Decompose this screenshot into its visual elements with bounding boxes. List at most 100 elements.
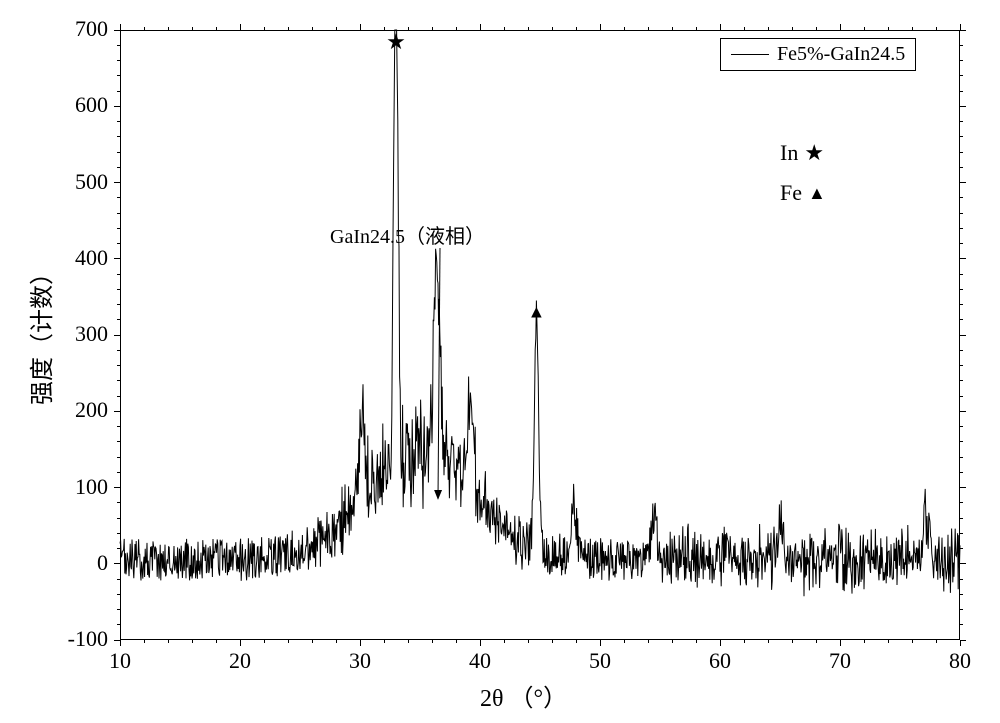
x-tick-label: 40 <box>455 648 505 674</box>
y-minor-tick <box>117 121 120 122</box>
x-tick-label: 60 <box>695 648 745 674</box>
y-minor-tick-right <box>960 380 963 381</box>
y-minor-tick-right <box>960 518 963 519</box>
y-minor-tick <box>117 243 120 244</box>
y-tick <box>114 182 120 183</box>
x-minor-tick-top <box>816 27 817 30</box>
y-minor-tick-right <box>960 274 963 275</box>
star-icon: ★ <box>804 142 824 164</box>
y-tick-right <box>960 106 966 107</box>
x-tick-label: 30 <box>335 648 385 674</box>
x-minor-tick-top <box>624 27 625 30</box>
liquid-phase-annotation: GaIn24.5（液相） <box>330 220 485 249</box>
x-minor-tick <box>864 640 865 643</box>
x-minor-tick <box>528 640 529 643</box>
y-minor-tick <box>117 45 120 46</box>
y-minor-tick-right <box>960 304 963 305</box>
x-minor-tick <box>624 640 625 643</box>
x-minor-tick <box>792 640 793 643</box>
x-tick-top <box>480 24 481 30</box>
y-minor-tick <box>117 75 120 76</box>
x-minor-tick-top <box>216 27 217 30</box>
svg-layer: ★▲ <box>0 0 1000 723</box>
x-minor-tick <box>672 640 673 643</box>
y-tick-right <box>960 335 966 336</box>
x-minor-tick <box>504 640 505 643</box>
symbol-label-in: In <box>780 140 798 166</box>
y-tick-label: 100 <box>50 474 108 500</box>
x-minor-tick <box>264 640 265 643</box>
y-minor-tick <box>117 167 120 168</box>
x-minor-tick <box>696 640 697 643</box>
triangle-icon: ▲ <box>808 184 826 202</box>
y-tick-label: 700 <box>50 16 108 42</box>
y-minor-tick <box>117 548 120 549</box>
x-tick-label: 70 <box>815 648 865 674</box>
x-minor-tick-top <box>936 27 937 30</box>
y-minor-tick-right <box>960 197 963 198</box>
x-minor-tick <box>648 640 649 643</box>
x-minor-tick <box>384 640 385 643</box>
x-minor-tick-top <box>288 27 289 30</box>
legend-box: Fe5%-GaIn24.5 <box>720 38 916 71</box>
y-minor-tick-right <box>960 457 963 458</box>
x-minor-tick <box>168 640 169 643</box>
y-minor-tick <box>117 609 120 610</box>
y-minor-tick <box>117 319 120 320</box>
x-tick-label: 50 <box>575 648 625 674</box>
y-tick <box>114 335 120 336</box>
y-minor-tick <box>117 60 120 61</box>
y-minor-tick <box>117 380 120 381</box>
x-minor-tick <box>552 640 553 643</box>
x-minor-tick-top <box>672 27 673 30</box>
y-minor-tick <box>117 533 120 534</box>
y-minor-tick-right <box>960 152 963 153</box>
legend-line <box>731 54 769 55</box>
y-minor-tick-right <box>960 533 963 534</box>
x-tick-top <box>240 24 241 30</box>
y-tick-label: 300 <box>50 321 108 347</box>
y-minor-tick-right <box>960 60 963 61</box>
y-minor-tick-right <box>960 472 963 473</box>
x-minor-tick-top <box>384 27 385 30</box>
y-tick-label: 600 <box>50 92 108 118</box>
x-minor-tick-top <box>336 27 337 30</box>
y-minor-tick-right <box>960 548 963 549</box>
x-tick-top <box>720 24 721 30</box>
y-minor-tick <box>117 396 120 397</box>
x-minor-tick <box>216 640 217 643</box>
x-minor-tick <box>576 640 577 643</box>
y-minor-tick-right <box>960 121 963 122</box>
y-minor-tick <box>117 228 120 229</box>
y-minor-tick <box>117 304 120 305</box>
x-minor-tick-top <box>456 27 457 30</box>
x-tick-label: 80 <box>935 648 985 674</box>
y-minor-tick-right <box>960 228 963 229</box>
y-tick-right <box>960 640 966 641</box>
x-minor-tick-top <box>768 27 769 30</box>
y-minor-tick-right <box>960 441 963 442</box>
y-minor-tick <box>117 197 120 198</box>
x-tick-top <box>840 24 841 30</box>
x-minor-tick <box>336 640 337 643</box>
y-minor-tick-right <box>960 624 963 625</box>
x-minor-tick-top <box>528 27 529 30</box>
y-minor-tick <box>117 624 120 625</box>
y-minor-tick <box>117 472 120 473</box>
y-minor-tick <box>117 274 120 275</box>
x-minor-tick-top <box>792 27 793 30</box>
x-minor-tick <box>432 640 433 643</box>
y-tick <box>114 106 120 107</box>
y-minor-tick-right <box>960 609 963 610</box>
x-minor-tick-top <box>648 27 649 30</box>
y-minor-tick-right <box>960 167 963 168</box>
x-minor-tick <box>288 640 289 643</box>
x-tick <box>600 640 601 646</box>
svg-text:▲: ▲ <box>527 301 545 321</box>
x-tick <box>360 640 361 646</box>
x-minor-tick-top <box>264 27 265 30</box>
y-minor-tick <box>117 350 120 351</box>
y-minor-tick-right <box>960 213 963 214</box>
y-minor-tick-right <box>960 579 963 580</box>
x-minor-tick-top <box>504 27 505 30</box>
